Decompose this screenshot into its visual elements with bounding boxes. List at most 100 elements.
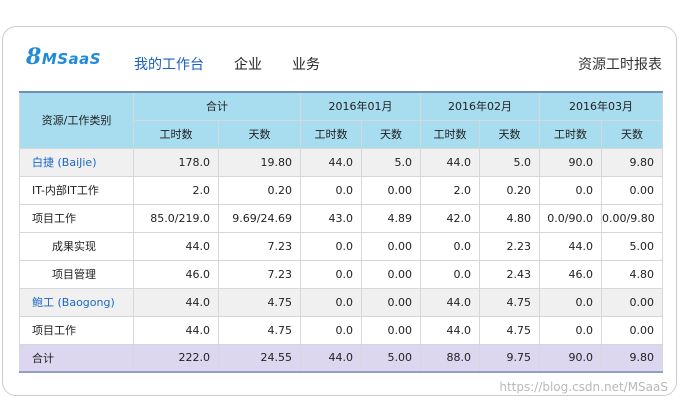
table-row-total: 合计 222.0 24.55 44.0 5.00 88.0 9.75 90.0 … [19, 343, 663, 373]
cell-value: 88.0 [420, 343, 480, 373]
cell-value: 7.23 [218, 259, 301, 289]
cell-value: 9.80 [601, 343, 663, 373]
cell-value: 19.80 [218, 147, 301, 177]
cell-value: 5.00 [601, 231, 663, 261]
col-header-days: 天数 [601, 119, 663, 149]
table-row-person[interactable]: 白捷 (BaiJie) 178.0 19.80 44.0 5.0 44.0 5.… [19, 147, 663, 177]
group-header-month: 2016年01月 [300, 91, 421, 121]
group-header-month: 2016年02月 [420, 91, 540, 121]
col-header-hours: 工时数 [420, 119, 480, 149]
col-header-hours: 工时数 [300, 119, 362, 149]
cell-value: 0.00/9.80 [601, 203, 663, 233]
cell-value: 0.0 [420, 259, 480, 289]
row-label: 项目工作 [19, 203, 134, 233]
col-header-hours: 工时数 [539, 119, 602, 149]
group-header-total: 合计 [133, 91, 301, 121]
cell-value: 9.80 [601, 147, 663, 177]
watermark: https://blog.csdn.net/MSaaS [499, 380, 668, 394]
cell-value: 7.23 [218, 231, 301, 261]
cell-value: 2.23 [479, 231, 540, 261]
cell-value: 85.0/219.0 [133, 203, 219, 233]
cell-value: 0.0 [300, 315, 362, 345]
cell-value: 4.75 [479, 315, 540, 345]
cell-value: 4.75 [218, 315, 301, 345]
cell-value: 4.80 [479, 203, 540, 233]
cell-value: 0.0 [539, 175, 602, 205]
cell-value: 2.0 [420, 175, 480, 205]
header-row-metrics: 工时数 天数 工时数 天数 工时数 天数 工时数 天数 [20, 119, 663, 149]
table-row-category: IT-内部IT工作 2.0 0.20 0.0 0.00 2.0 0.20 0.0… [19, 175, 663, 205]
cell-value: 0.00 [361, 287, 421, 317]
resource-hours-report-link[interactable]: 资源工时报表 [578, 57, 662, 73]
row-label: 项目工作 [19, 315, 134, 345]
cell-value: 9.75 [479, 343, 540, 373]
row-label: 合计 [19, 343, 134, 373]
cell-value: 5.0 [361, 147, 421, 177]
cell-value: 9.69/24.69 [218, 203, 301, 233]
cell-value: 0.0 [539, 287, 602, 317]
cell-value: 0.00 [361, 175, 421, 205]
cell-value: 24.55 [218, 343, 301, 373]
cell-value: 46.0 [539, 259, 602, 289]
cell-value: 0.0 [300, 231, 362, 261]
top-nav: 我的工作台 企业 业务 [134, 54, 320, 74]
col-header-days: 天数 [361, 119, 421, 149]
row-label: 成果实现 [19, 231, 134, 261]
row-label[interactable]: 鲍工 (Baogong) [19, 287, 134, 317]
cell-value: 5.00 [361, 343, 421, 373]
cell-value: 0.00 [361, 315, 421, 345]
nav-item-enterprise[interactable]: 企业 [234, 57, 262, 73]
cell-value: 4.89 [361, 203, 421, 233]
resource-hours-table: 资源/工作类别 合计 2016年01月 2016年02月 2016年03月 工时… [19, 91, 663, 373]
cell-value: 90.0 [539, 147, 602, 177]
cell-value: 44.0 [133, 315, 219, 345]
col-header-days: 天数 [218, 119, 301, 149]
cell-value: 0.0 [539, 315, 602, 345]
cell-value: 2.43 [479, 259, 540, 289]
cell-value: 0.0 [420, 231, 480, 261]
cell-value: 44.0 [420, 287, 480, 317]
table-row-category: 项目工作 85.0/219.0 9.69/24.69 43.0 4.89 42.… [19, 203, 663, 233]
cell-value: 0.00 [601, 287, 663, 317]
cell-value: 44.0 [539, 231, 602, 261]
logo[interactable]: 8MSaaS [26, 44, 102, 70]
cell-value: 43.0 [300, 203, 362, 233]
cell-value: 0.20 [479, 175, 540, 205]
cell-value: 44.0 [133, 231, 219, 261]
table-row-category: 项目工作 44.0 4.75 0.0 0.00 44.0 4.75 0.0 0.… [19, 315, 663, 345]
cell-value: 4.75 [479, 287, 540, 317]
cell-value: 44.0 [420, 315, 480, 345]
cell-value: 0.20 [218, 175, 301, 205]
row-label[interactable]: 白捷 (BaiJie) [19, 147, 134, 177]
nav-item-workbench[interactable]: 我的工作台 [134, 57, 204, 73]
cell-value: 222.0 [133, 343, 219, 373]
cell-value: 42.0 [420, 203, 480, 233]
cell-value: 46.0 [133, 259, 219, 289]
cell-value: 0.0 [300, 259, 362, 289]
cell-value: 44.0 [420, 147, 480, 177]
cell-value: 90.0 [539, 343, 602, 373]
cell-value: 0.00 [361, 231, 421, 261]
cell-value: 4.80 [601, 259, 663, 289]
cell-value: 0.00 [361, 259, 421, 289]
table-row-person[interactable]: 鲍工 (Baogong) 44.0 4.75 0.0 0.00 44.0 4.7… [19, 287, 663, 317]
cell-value: 0.00 [601, 315, 663, 345]
cell-value: 44.0 [300, 147, 362, 177]
row-header: 资源/工作类别 [19, 91, 134, 149]
nav-item-business[interactable]: 业务 [292, 57, 320, 73]
logo-text: MSaaS [41, 50, 102, 68]
col-header-days: 天数 [479, 119, 540, 149]
col-header-hours: 工时数 [133, 119, 219, 149]
logo-mark: 8 [26, 44, 42, 70]
cell-value: 2.0 [133, 175, 219, 205]
table-row-subcategory: 成果实现 44.0 7.23 0.0 0.00 0.0 2.23 44.0 5.… [19, 231, 663, 261]
cell-value: 4.75 [218, 287, 301, 317]
header-row-groups: 资源/工作类别 合计 2016年01月 2016年02月 2016年03月 [19, 91, 663, 149]
row-label: IT-内部IT工作 [19, 175, 134, 205]
cell-value: 0.0 [300, 287, 362, 317]
cell-value: 44.0 [300, 343, 362, 373]
resource-hours-table-container: 资源/工作类别 合计 2016年01月 2016年02月 2016年03月 工时… [19, 91, 663, 373]
cell-value: 0.0 [300, 175, 362, 205]
cell-value: 0.00 [601, 175, 663, 205]
row-label: 项目管理 [19, 259, 134, 289]
